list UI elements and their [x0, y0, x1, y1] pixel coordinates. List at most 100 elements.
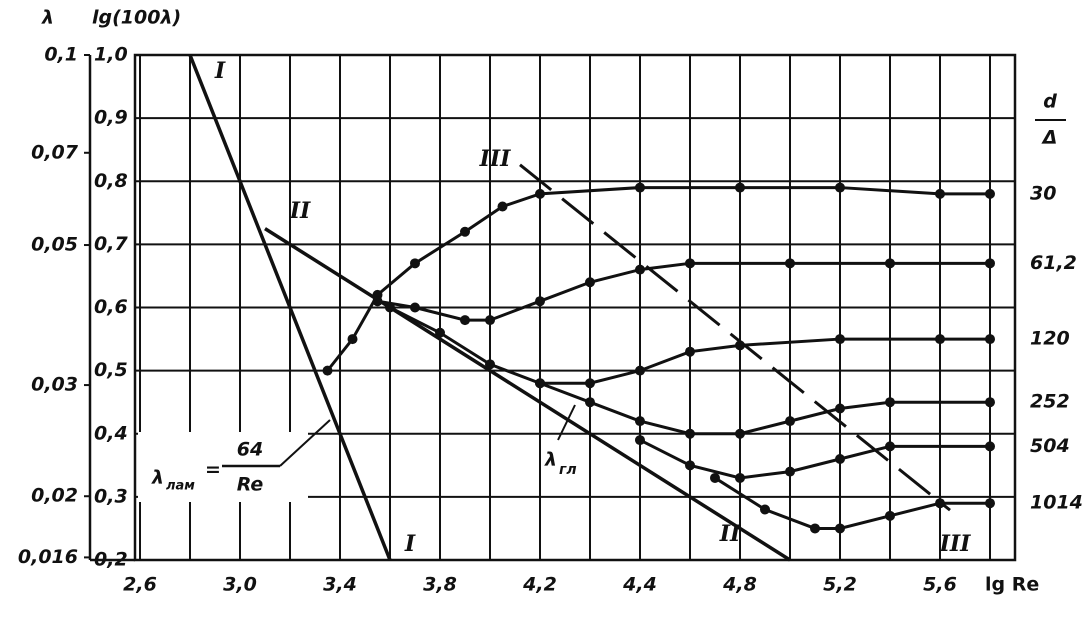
formula-eq: =: [205, 459, 221, 481]
x-axis-title: lg Re: [985, 574, 1039, 596]
y-tick-label: 0,6: [94, 296, 128, 318]
series-label: 1014: [1030, 492, 1083, 514]
data-point: [935, 334, 945, 345]
data-point: [635, 182, 645, 193]
y-tick-label: 1,0: [94, 44, 128, 66]
y2-tick-label: 0,016: [18, 546, 78, 568]
x-tick-label: 5,6: [923, 574, 957, 596]
right-title-num: d: [1043, 91, 1057, 113]
data-point: [497, 201, 508, 212]
reference-line: [519, 163, 951, 512]
data-point: [810, 523, 820, 534]
curve-label: II: [719, 521, 741, 547]
data-point: [985, 258, 995, 269]
turb-pointer: [557, 404, 576, 441]
data-point: [710, 472, 720, 483]
data-point: [435, 327, 445, 338]
data-point: [585, 277, 595, 288]
data-point: [885, 397, 895, 408]
series-label: 504: [1030, 435, 1070, 457]
data-point: [685, 346, 695, 357]
data-point: [685, 428, 695, 439]
data-point: [735, 340, 745, 351]
x-tick-label: 3,8: [423, 574, 457, 596]
y2-tick-label: 0,02: [31, 485, 78, 507]
formula-lhs: λ: [151, 467, 164, 489]
data-point: [460, 226, 470, 237]
data-point: [735, 182, 745, 193]
curve-label: I: [214, 58, 226, 84]
data-point: [485, 359, 495, 370]
x-tick-label: 5,2: [823, 574, 857, 596]
curve-label: III: [479, 146, 512, 172]
curve-label: III: [939, 531, 972, 557]
y2-tick-label: 0,03: [31, 374, 78, 396]
data-point: [985, 188, 995, 199]
data-point: [835, 182, 845, 193]
series-line: [539, 381, 990, 436]
y2-tick-label: 0,1: [44, 44, 78, 66]
formula-sub: лам: [166, 479, 195, 494]
y-tick-label: 0,7: [94, 233, 128, 255]
x-tick-label: 2,6: [123, 574, 157, 596]
data-point: [635, 365, 645, 376]
series-label: 61,2: [1030, 252, 1077, 274]
data-point: [885, 441, 895, 452]
formula-den: Re: [237, 474, 264, 496]
x-tick-label: 4,4: [622, 574, 657, 596]
series-label: 30: [1030, 182, 1056, 204]
data-point: [535, 296, 545, 307]
data-point: [785, 258, 795, 269]
data-point: [535, 188, 545, 199]
y-tick-label: 0,4: [94, 422, 128, 444]
data-point: [785, 416, 795, 427]
data-point: [760, 504, 770, 515]
reference-line: [264, 227, 791, 562]
y2-tick-label: 0,05: [31, 234, 78, 256]
data-point: [347, 334, 358, 345]
data-point: [385, 302, 395, 313]
y-tick-label: 0,8: [94, 170, 128, 192]
turb-sub: гл: [559, 462, 577, 478]
data-point: [410, 258, 420, 269]
curve-label: I: [404, 531, 416, 557]
y-tick-label: 0,5: [94, 359, 128, 381]
data-point: [635, 435, 645, 446]
data-point: [322, 365, 333, 376]
data-point: [735, 472, 745, 483]
x-tick-label: 3,4: [323, 574, 357, 596]
data-point: [410, 302, 420, 313]
series-line: [377, 261, 990, 322]
data-point: [935, 498, 945, 509]
y2-tick-label: 0,07: [31, 141, 79, 163]
data-point: [885, 510, 895, 521]
reference-line: [188, 54, 392, 561]
y-axis-title: lg(100λ): [92, 7, 181, 29]
x-tick-label: 4,2: [522, 574, 557, 596]
data-point: [460, 315, 470, 326]
data-point: [785, 466, 795, 477]
data-point: [835, 523, 845, 534]
formula-pointer: [279, 419, 331, 467]
data-point: [685, 258, 695, 269]
data-point: [835, 403, 845, 414]
series-label: 252: [1030, 391, 1070, 413]
data-point: [985, 334, 995, 345]
series-line: [639, 438, 990, 480]
data-point: [685, 460, 695, 471]
right-title-den: Δ: [1041, 127, 1058, 149]
data-point: [735, 428, 745, 439]
data-point: [585, 397, 595, 408]
data-point: [535, 378, 545, 389]
data-point: [885, 258, 895, 269]
series-label: 120: [1030, 328, 1070, 350]
y-tick-label: 0,9: [94, 107, 128, 129]
data-point: [835, 454, 845, 464]
data-point: [635, 416, 645, 427]
data-point: [985, 441, 995, 452]
data-point: [635, 264, 645, 275]
formula-num: 64: [237, 439, 263, 461]
series-line: [714, 476, 990, 530]
data-point: [485, 315, 495, 326]
